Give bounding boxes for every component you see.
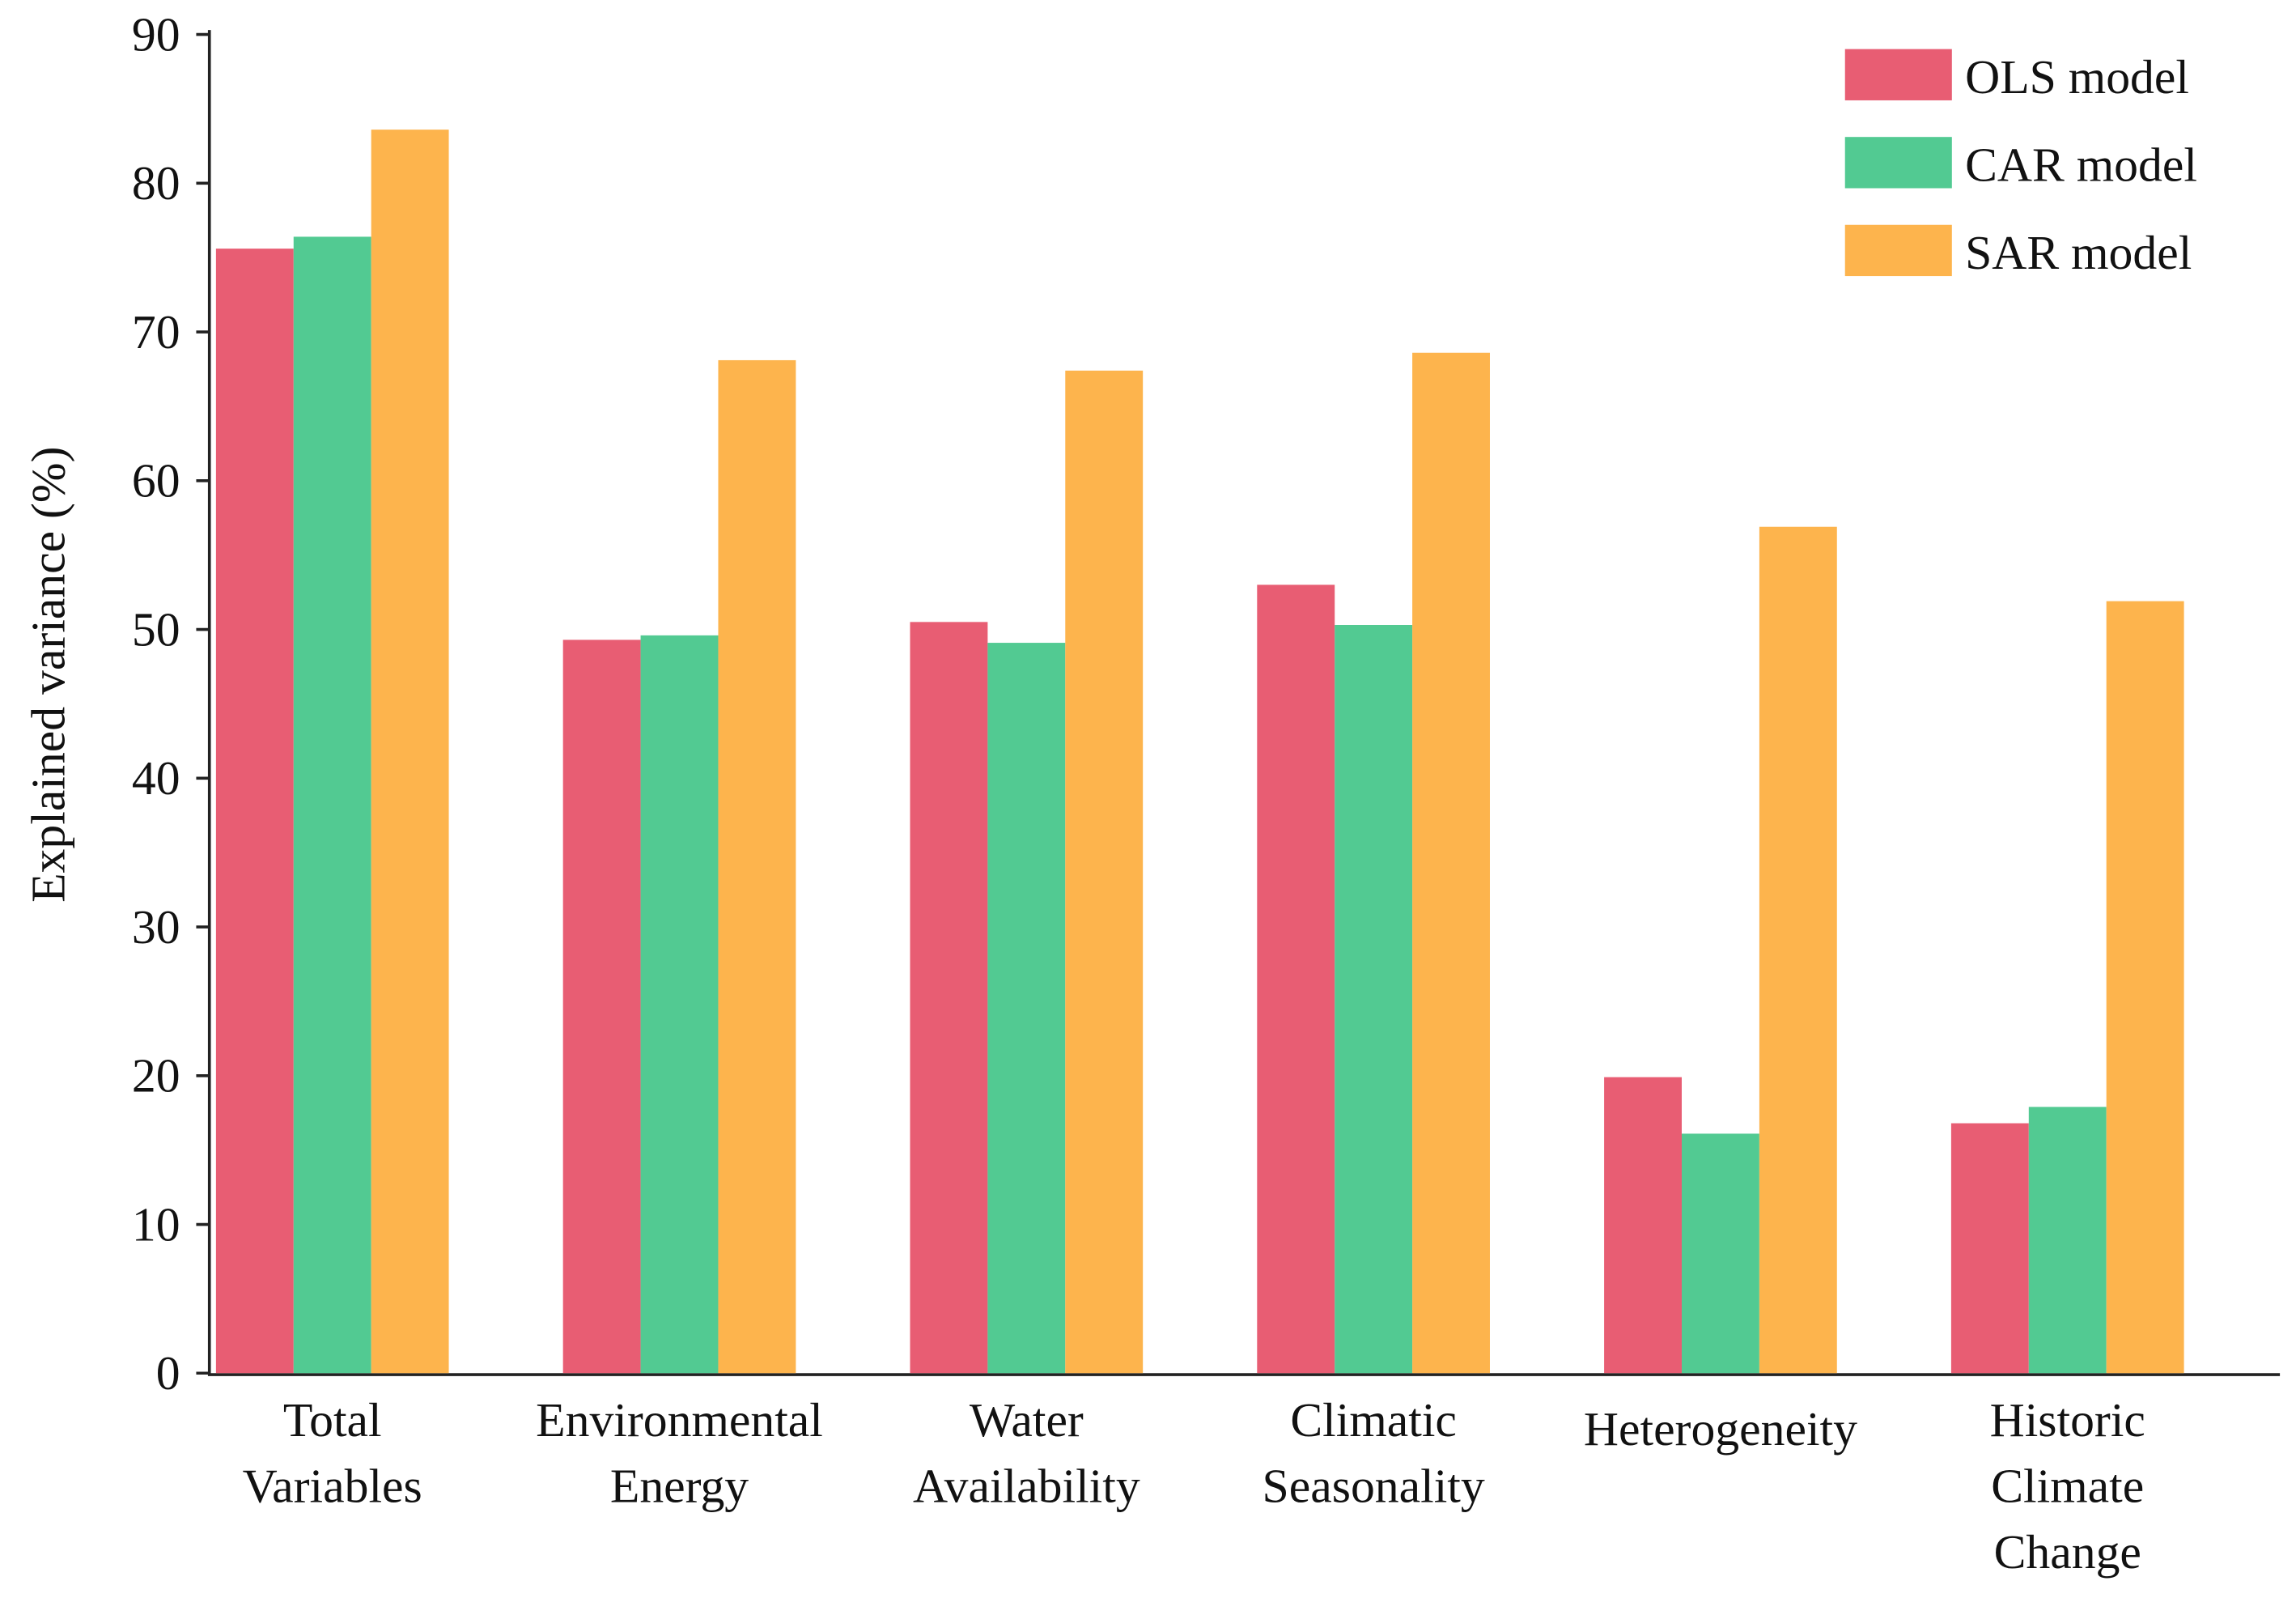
- bar: [293, 236, 371, 1374]
- y-tick-label: 0: [156, 1346, 180, 1400]
- bar: [1681, 1133, 1759, 1374]
- bar: [718, 359, 796, 1374]
- bar: [910, 622, 988, 1374]
- x-tick-label: Climatic Seasonality: [1263, 1393, 1485, 1512]
- bar: [1065, 370, 1144, 1374]
- y-tick-label: 50: [132, 602, 180, 656]
- legend-swatch: [1844, 49, 1952, 100]
- y-tick-label: 10: [132, 1197, 180, 1251]
- bar: [2028, 1107, 2107, 1374]
- bar: [1604, 1077, 1682, 1374]
- y-tick-label: 80: [132, 156, 180, 210]
- y-tick-label: 70: [132, 305, 180, 359]
- y-tick-label: 60: [132, 454, 180, 508]
- bar: [1412, 352, 1490, 1374]
- y-axis-label: Explained variance (%): [22, 446, 75, 902]
- bar: [1257, 584, 1335, 1374]
- y-tick-label: 30: [132, 900, 180, 954]
- legend-label: OLS model: [1965, 50, 2189, 104]
- y-tick-label: 40: [132, 751, 180, 805]
- bar: [1335, 625, 1413, 1374]
- bar: [987, 643, 1066, 1374]
- bar: [562, 640, 641, 1374]
- legend-swatch: [1844, 224, 1952, 277]
- bar: [640, 635, 719, 1374]
- bar: [1759, 526, 1837, 1374]
- legend-label: SAR model: [1965, 226, 2192, 279]
- y-tick-label: 20: [132, 1049, 180, 1103]
- y-tick-label: 90: [132, 7, 180, 61]
- legend-label: CAR model: [1965, 138, 2197, 191]
- bar: [2106, 601, 2184, 1374]
- bar: [1950, 1123, 2029, 1374]
- x-tick-label: Environmental Energy: [536, 1393, 823, 1512]
- x-tick-label: Heterogeneity: [1584, 1402, 1857, 1456]
- x-tick-label: Water Availability: [913, 1393, 1140, 1512]
- x-tick-label: Total Variables: [243, 1393, 422, 1512]
- bar: [215, 249, 294, 1374]
- bar: [371, 130, 449, 1374]
- x-tick-label: Historic Climate Change: [1990, 1393, 2145, 1579]
- legend-swatch: [1844, 137, 1952, 189]
